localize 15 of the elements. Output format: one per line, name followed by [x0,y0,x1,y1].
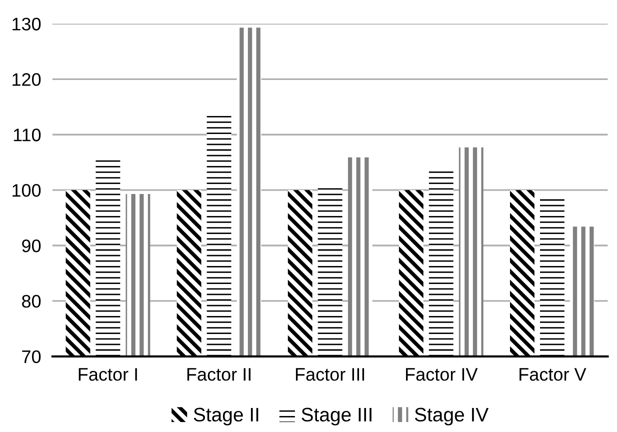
y-tick-label: 130 [12,18,41,30]
x-tick-label: Factor I [78,368,137,381]
x-tick-label: Factor III [296,368,364,381]
y-tick-label: 90 [22,239,41,252]
y-tick-label: 100 [12,184,41,197]
y-tick-label: 80 [22,294,41,308]
y-tick-label: 110 [14,128,41,142]
legend-label: Stage II [194,408,258,426]
x-tick-label: Factor II [187,368,250,381]
legend-label: Stage III [302,408,372,426]
legend-label: Stage IV [414,408,489,426]
y-tick-label: 120 [12,73,41,86]
y-tick-label: 70 [22,350,41,364]
x-tick-label: Factor IV [406,368,478,381]
x-tick-label: Factor V [520,368,586,381]
